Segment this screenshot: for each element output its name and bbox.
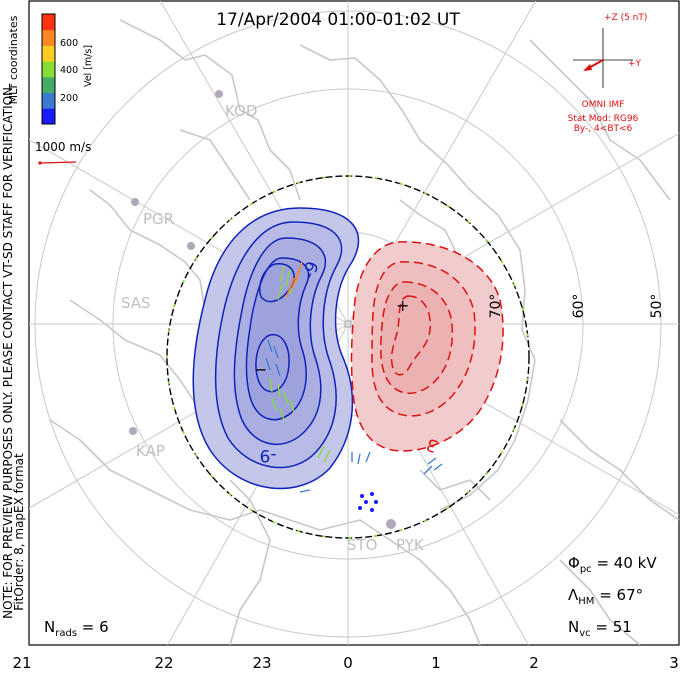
mlt-axis: 21 22 23 0 1 2 3 [12, 654, 678, 672]
colorbar-cell [42, 108, 55, 125]
hm-boundary [166, 175, 530, 539]
contour-label-negative-2: -9 [260, 445, 277, 465]
mlt-tick-23: 23 [252, 654, 271, 672]
latitude-label-50: 50° [649, 294, 665, 319]
map-title: 17/Apr/2004 01:00-01:02 UT [216, 10, 460, 30]
imf-panel: +Z (5 nT) +Y OMNI IMF Stat Mod: RG96 By-… [568, 13, 648, 134]
colorbar-tick-400: 400 [60, 65, 78, 76]
mlt-tick-0: 0 [343, 654, 353, 672]
station-sas: SAS [121, 242, 195, 312]
mlt-tick-22: 22 [154, 654, 173, 672]
velocity-vectors [265, 261, 443, 512]
imf-z-label: +Z (5 nT) [604, 13, 647, 23]
mlt-tick-1: 1 [431, 654, 441, 672]
potential-max-marker: + [396, 296, 409, 315]
colorbar-cell [42, 45, 55, 62]
stat-n-rads: Nrads = 6 [44, 618, 109, 639]
station-kod: KOD [215, 90, 257, 120]
velocity-scale: 1000 m/s [35, 140, 91, 165]
colorbar-cell [42, 61, 55, 78]
fit-order-note: FitOrder: 8, mapEX format [12, 453, 26, 611]
colorbar-label: Vel [m/s] [83, 45, 94, 87]
stat-lambda-hm: ΛHM = 67° [568, 586, 643, 607]
colorbar-cell [42, 29, 55, 46]
radar-stations: KOD PGR SAS KAP STO PYK [121, 90, 425, 554]
positive-potential-region-3 [380, 282, 453, 394]
colorbar-cell [42, 76, 55, 94]
potential-min-marker: − [254, 360, 267, 379]
svg-text:SAS: SAS [121, 294, 151, 312]
svg-text:KAP: KAP [136, 442, 165, 460]
coastlines [49, 19, 679, 645]
colorbar-tick-200: 200 [60, 93, 78, 104]
imf-model: Stat Mod: RG96 [568, 114, 639, 124]
station-pgr: PGR [131, 198, 174, 228]
svg-text:KOD: KOD [225, 102, 257, 120]
mlt-tick-21: 21 [12, 654, 31, 672]
velocity-colorbar: 200 400 600 Vel [m/s] [41, 13, 94, 125]
svg-text:STO: STO [347, 536, 378, 554]
station-sto: STO [347, 536, 378, 554]
colorbar-cell [42, 14, 55, 31]
latitude-label-60: 60° [571, 294, 587, 319]
latitude-label-70: 70° [488, 294, 504, 319]
imf-y-label: +Y [628, 59, 642, 69]
svg-text:PGR: PGR [143, 210, 174, 228]
preview-note: NOTE: FOR PREVIEW PURPOSES ONLY. PLEASE … [1, 83, 15, 619]
colorbar-cell [42, 92, 55, 109]
pole-marker [344, 320, 352, 328]
negative-contours [192, 207, 360, 490]
svg-text:1000 m/s: 1000 m/s [35, 140, 91, 154]
positive-contours [350, 241, 504, 452]
contour-label-negative: -9 [299, 259, 324, 282]
svg-text:PYK: PYK [396, 536, 425, 554]
mlt-tick-2: 2 [529, 654, 539, 672]
stat-n-vc: Nvc = 51 [568, 618, 632, 639]
mlt-tick-3: 3 [669, 654, 679, 672]
imf-condition: By-, 4<BT<6 [574, 124, 633, 134]
station-pyk: PYK [386, 519, 425, 554]
station-kap: KAP [129, 427, 165, 460]
imf-source: OMNI IMF [582, 100, 625, 110]
stat-phi-pc: Φpc = 40 kV [568, 554, 657, 575]
colorbar-tick-600: 600 [60, 38, 78, 49]
latitude-labels: 70° 60° 50° [488, 294, 665, 319]
coordinates-label: MLT coordinates [7, 15, 20, 104]
